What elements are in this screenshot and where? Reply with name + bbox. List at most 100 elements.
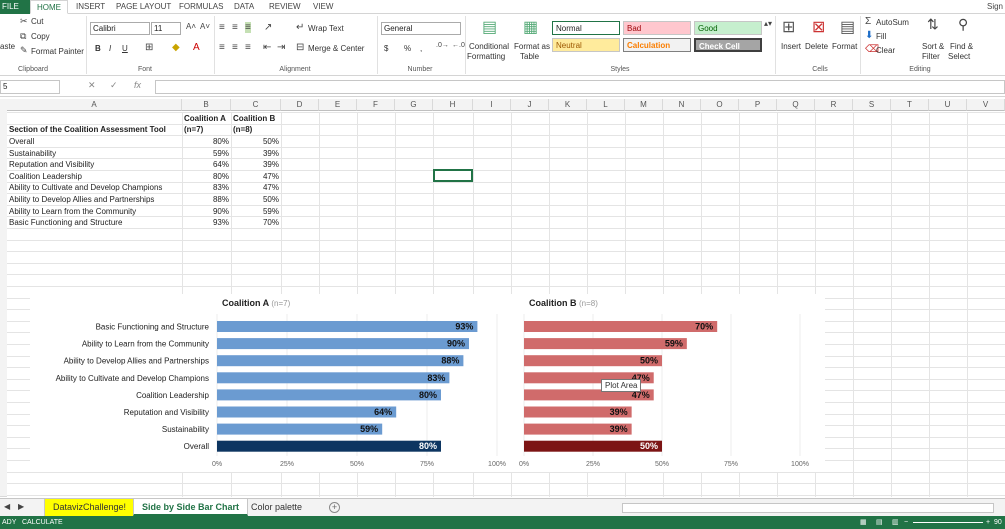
underline-button[interactable]: U — [122, 44, 128, 53]
styles-scroll-icon[interactable]: ▴▾ — [764, 19, 773, 28]
style-good[interactable]: Good — [694, 21, 762, 35]
column-header-u[interactable]: U — [929, 99, 967, 111]
font-name-select[interactable]: Calibri — [90, 22, 150, 35]
sign-in-link[interactable]: Sign — [986, 2, 1003, 11]
column-header-h[interactable]: H — [433, 99, 473, 111]
zoom-out-icon[interactable]: − — [904, 519, 909, 526]
table-cell-coalition-b[interactable]: 70% — [262, 218, 279, 228]
column-header-v[interactable]: V — [967, 99, 1005, 111]
name-box[interactable]: 5 — [0, 80, 60, 94]
table-cell-coalition-b[interactable]: 39% — [262, 148, 279, 158]
tab-page-layout[interactable]: PAGE LAYOUT — [116, 2, 172, 11]
column-header-e[interactable]: E — [319, 99, 357, 111]
add-sheet-icon[interactable]: + — [329, 502, 340, 513]
table-cell-coalition-a[interactable]: 64% — [212, 160, 229, 170]
format-cells-button[interactable]: Format — [832, 42, 858, 51]
italic-button[interactable]: I — [109, 44, 112, 53]
zoom-slider[interactable] — [913, 522, 983, 523]
table-cell-coalition-a[interactable]: 90% — [212, 206, 229, 216]
font-size-select[interactable]: 11 — [151, 22, 181, 35]
header-section[interactable]: Section of the Coalition Assessment Tool — [9, 125, 166, 134]
cut-button[interactable]: Cut — [31, 17, 44, 26]
table-row-label[interactable]: Basic Functioning and Structure — [9, 218, 123, 228]
comma-button[interactable]: , — [420, 44, 423, 53]
column-header-q[interactable]: Q — [777, 99, 815, 111]
format-as-table-button[interactable]: Format as — [514, 42, 551, 51]
page-layout-view-icon[interactable]: ▤ — [876, 519, 883, 526]
column-header-o[interactable]: O — [701, 99, 739, 111]
table-cell-coalition-a[interactable]: 93% — [212, 218, 229, 228]
column-header-b[interactable]: B — [182, 99, 231, 111]
increase-indent-icon[interactable]: ⇥ — [277, 42, 286, 53]
insert-function-icon[interactable]: fx — [134, 80, 142, 90]
enter-icon[interactable]: ✓ — [110, 80, 118, 90]
shrink-font-icon[interactable]: A˅ — [200, 22, 211, 31]
bold-button[interactable]: B — [95, 44, 101, 53]
column-header-c[interactable]: C — [231, 99, 281, 111]
decrease-indent-icon[interactable]: ⇤ — [263, 42, 272, 53]
normal-view-icon[interactable]: ▦ — [860, 519, 867, 526]
table-cell-coalition-a[interactable]: 83% — [212, 183, 229, 193]
table-row-label[interactable]: Ability to Develop Allies and Partnershi… — [9, 195, 155, 204]
align-right-icon[interactable]: ≡ — [245, 42, 251, 53]
column-header-r[interactable]: R — [815, 99, 853, 111]
table-cell-coalition-a[interactable]: 59% — [212, 148, 229, 158]
table-cell-coalition-a[interactable]: 80% — [212, 171, 229, 181]
sheet-tab-color-palette[interactable]: Color palette — [251, 502, 303, 512]
table-cell-coalition-a[interactable]: 80% — [212, 137, 229, 146]
tab-insert[interactable]: INSERT — [76, 2, 106, 11]
tab-home[interactable]: HOME — [30, 0, 68, 14]
align-center-icon[interactable]: ≡ — [232, 42, 238, 53]
align-left-icon[interactable]: ≡ — [219, 42, 225, 53]
column-header-m[interactable]: M — [625, 99, 663, 111]
tab-file[interactable]: FILE — [0, 0, 30, 14]
column-header-s[interactable]: S — [853, 99, 891, 111]
header-coalition-a[interactable]: Coalition A — [184, 114, 226, 123]
table-row-label[interactable]: Overall — [9, 137, 35, 146]
autosum-button[interactable]: AutoSum — [876, 18, 909, 27]
tab-data[interactable]: DATA — [234, 2, 255, 11]
fill-color-icon[interactable]: ◆ — [172, 42, 180, 53]
style-neutral[interactable]: Neutral — [552, 38, 620, 52]
font-color-icon[interactable]: A — [193, 42, 200, 53]
horizontal-scrollbar[interactable] — [622, 503, 994, 513]
style-normal[interactable]: Normal — [552, 21, 620, 35]
zoom-level[interactable]: 90 — [994, 519, 1002, 526]
align-bottom-icon[interactable]: ≡ — [245, 22, 251, 33]
column-header-t[interactable]: T — [891, 99, 929, 111]
table-row-label[interactable]: Ability to Learn from the Community — [9, 206, 137, 216]
percent-button[interactable]: % — [404, 44, 412, 53]
selected-cell[interactable] — [433, 169, 473, 182]
table-row-label[interactable]: Sustainability — [9, 148, 57, 158]
decrease-decimal-icon[interactable]: ←.0 — [452, 42, 465, 49]
table-row-label[interactable]: Ability to Cultivate and Develop Champio… — [9, 183, 163, 193]
column-header-n[interactable]: N — [663, 99, 701, 111]
column-header-a[interactable]: A — [7, 99, 182, 111]
currency-button[interactable]: $ — [384, 44, 389, 53]
table-cell-coalition-b[interactable]: 39% — [262, 160, 279, 170]
tab-review[interactable]: REVIEW — [269, 2, 301, 11]
table-cell-coalition-b[interactable]: 59% — [262, 206, 279, 216]
format-painter-button[interactable]: Format Painter — [31, 47, 84, 56]
borders-icon[interactable]: ⊞ — [145, 42, 154, 53]
number-format-select[interactable]: General — [381, 22, 461, 35]
column-header-f[interactable]: F — [357, 99, 395, 111]
column-header-d[interactable]: D — [281, 99, 319, 111]
orientation-icon[interactable]: ↗ — [264, 22, 273, 33]
table-cell-coalition-b[interactable]: 47% — [262, 171, 279, 181]
increase-decimal-icon[interactable]: .0→ — [436, 42, 449, 49]
align-middle-icon[interactable]: ≡ — [232, 22, 238, 33]
table-cell-coalition-b[interactable]: 50% — [262, 137, 279, 146]
status-calculate[interactable]: CALCULATE — [22, 519, 63, 526]
table-cell-coalition-b[interactable]: 50% — [262, 195, 279, 204]
cancel-icon[interactable]: ✕ — [88, 80, 96, 90]
delete-cells-button[interactable]: Delete — [805, 42, 829, 51]
tab-view[interactable]: VIEW — [313, 2, 334, 11]
wrap-text-button[interactable]: Wrap Text — [308, 24, 344, 33]
column-header-j[interactable]: J — [511, 99, 549, 111]
formula-input[interactable] — [155, 80, 1005, 94]
merge-center-button[interactable]: Merge & Center — [308, 44, 365, 53]
tab-formulas[interactable]: FORMULAS — [179, 2, 224, 11]
column-header-k[interactable]: K — [549, 99, 587, 111]
style-check-cell[interactable]: Check Cell — [694, 38, 762, 52]
